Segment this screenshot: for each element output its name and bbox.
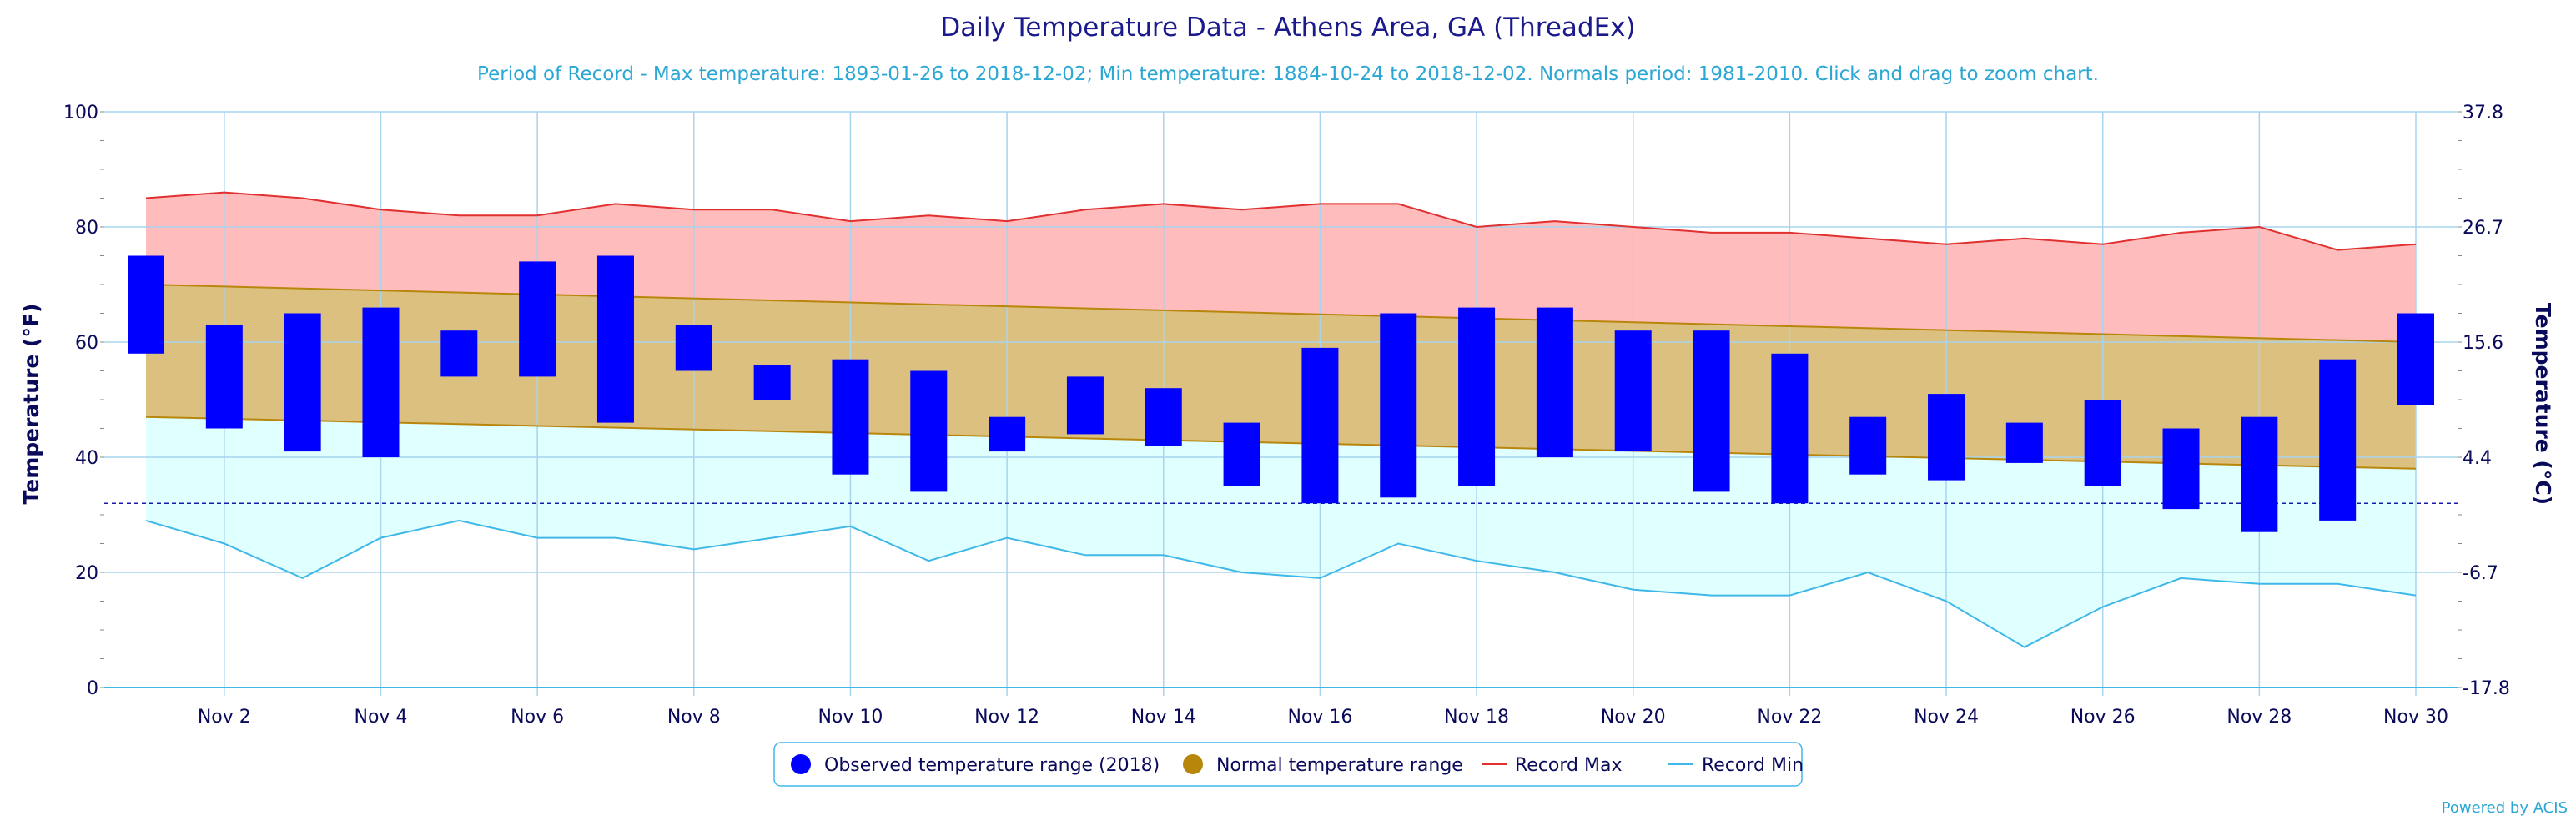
y-tick-label: 60 xyxy=(75,333,98,354)
observed-range-bar[interactable] xyxy=(440,330,478,377)
y-tick-label-right: 37.8 xyxy=(2463,103,2503,123)
observed-range-bar[interactable] xyxy=(362,307,400,457)
legend-item[interactable]: Record Max xyxy=(1482,755,1623,776)
observed-range-bar[interactable] xyxy=(1771,353,1809,504)
normal-range-band xyxy=(146,285,2416,469)
legend-dot-icon xyxy=(1183,754,1203,774)
legend-label: Record Max xyxy=(1515,755,1623,776)
chart-subtitle: Period of Record - Max temperature: 1893… xyxy=(477,63,2099,85)
x-tick-label: Nov 12 xyxy=(974,707,1039,728)
legend-label: Record Min xyxy=(1702,755,1804,776)
observed-range-bar[interactable] xyxy=(1693,330,1730,492)
y-axis-title-right: Temperature (°C) xyxy=(2531,303,2555,505)
legend[interactable]: Observed temperature range (2018) Normal … xyxy=(773,742,1804,787)
y-tick-label-right: -17.8 xyxy=(2463,678,2510,699)
x-tick-label: Nov 8 xyxy=(667,707,721,728)
record-min-line xyxy=(145,519,2417,648)
observed-range-bar[interactable] xyxy=(2005,422,2043,463)
y-axis-title-left: Temperature (°F) xyxy=(19,304,43,505)
observed-range-bar[interactable] xyxy=(2241,416,2278,532)
observed-range-bar[interactable] xyxy=(596,255,634,423)
y-tick-label: 0 xyxy=(87,678,98,699)
x-tick-label: Nov 26 xyxy=(2070,707,2136,728)
observed-range-bar[interactable] xyxy=(1301,347,1339,504)
record-low-band xyxy=(146,416,2416,647)
x-tick-label: Nov 28 xyxy=(2226,707,2292,728)
y-tick-label: 20 xyxy=(75,563,98,584)
x-tick-label: Nov 22 xyxy=(1757,707,1822,728)
observed-range-bar[interactable] xyxy=(1849,416,1887,475)
y-tick-label-right: 4.4 xyxy=(2463,448,2492,469)
observed-range-bar[interactable] xyxy=(989,416,1026,452)
observed-range-bar[interactable] xyxy=(1458,307,1496,486)
observed-range-bar[interactable] xyxy=(1066,376,1104,435)
observed-range-bar[interactable] xyxy=(1223,422,1260,486)
observed-range-bar[interactable] xyxy=(1380,313,1417,498)
y-tick-label: 40 xyxy=(75,448,98,469)
legend-item[interactable]: Observed temperature range (2018) xyxy=(791,754,1160,776)
observed-range-bar[interactable] xyxy=(2162,428,2200,510)
record-max-line xyxy=(145,191,2417,251)
y-tick-label: 80 xyxy=(75,218,98,239)
y-tick-label-right: 26.7 xyxy=(2463,218,2503,239)
y-axis-left: 0 20 40 60 80 100 xyxy=(63,103,104,699)
x-tick-label: Nov 14 xyxy=(1131,707,1196,728)
legend-dot-icon xyxy=(791,754,811,774)
observed-range-bar[interactable] xyxy=(675,325,712,371)
credit-link[interactable]: Powered by ACIS xyxy=(2442,799,2568,817)
legend-item[interactable]: Normal temperature range xyxy=(1183,754,1463,776)
legend-label: Observed temperature range (2018) xyxy=(824,755,1160,776)
observed-range-bar[interactable] xyxy=(832,359,869,475)
y-axis-right: -17.8 -6.7 4.4 15.6 26.7 37.8 xyxy=(2458,103,2510,699)
legend-label: Normal temperature range xyxy=(1216,755,1463,776)
plot-area[interactable] xyxy=(104,111,2458,688)
x-tick-label: Nov 4 xyxy=(355,707,408,728)
record-high-band xyxy=(146,192,2416,342)
observed-range-bar[interactable] xyxy=(284,313,321,452)
observed-range-bar[interactable] xyxy=(1145,388,1182,446)
observed-range-bar[interactable] xyxy=(753,365,791,400)
observed-range-bar[interactable] xyxy=(910,370,948,492)
x-axis: Nov 2 Nov 4 Nov 6 Nov 8 Nov 10 Nov 12 Nov 14 No… xyxy=(198,688,2448,728)
x-tick-label: Nov 10 xyxy=(818,707,883,728)
x-tick-label: Nov 30 xyxy=(2383,707,2448,728)
x-tick-label: Nov 6 xyxy=(511,707,564,728)
legend-item[interactable]: Record Min xyxy=(1668,755,1804,776)
observed-range-bar[interactable] xyxy=(519,261,556,377)
observed-range-bar[interactable] xyxy=(2084,400,2121,486)
x-tick-label: Nov 2 xyxy=(198,707,251,728)
y-tick-label: 100 xyxy=(63,103,98,123)
legend-box xyxy=(773,742,1803,787)
observed-range-bar[interactable] xyxy=(1928,394,1965,481)
x-tick-label: Nov 16 xyxy=(1287,707,1352,728)
observed-range-bar[interactable] xyxy=(128,255,164,354)
x-tick-label: Nov 20 xyxy=(1601,707,1666,728)
x-tick-label: Nov 18 xyxy=(1444,707,1509,728)
observed-range-bar[interactable] xyxy=(2319,359,2357,521)
observed-range-bar[interactable] xyxy=(1536,307,1573,457)
x-tick-label: Nov 24 xyxy=(1914,707,1979,728)
observed-range-bar[interactable] xyxy=(205,325,243,429)
y-tick-label-right: -6.7 xyxy=(2463,563,2498,584)
observed-range-bar[interactable] xyxy=(1614,330,1652,452)
y-tick-label-right: 15.6 xyxy=(2463,333,2503,354)
chart-title: Daily Temperature Data - Athens Area, GA… xyxy=(940,13,1635,43)
observed-range-bar[interactable] xyxy=(2397,313,2434,405)
